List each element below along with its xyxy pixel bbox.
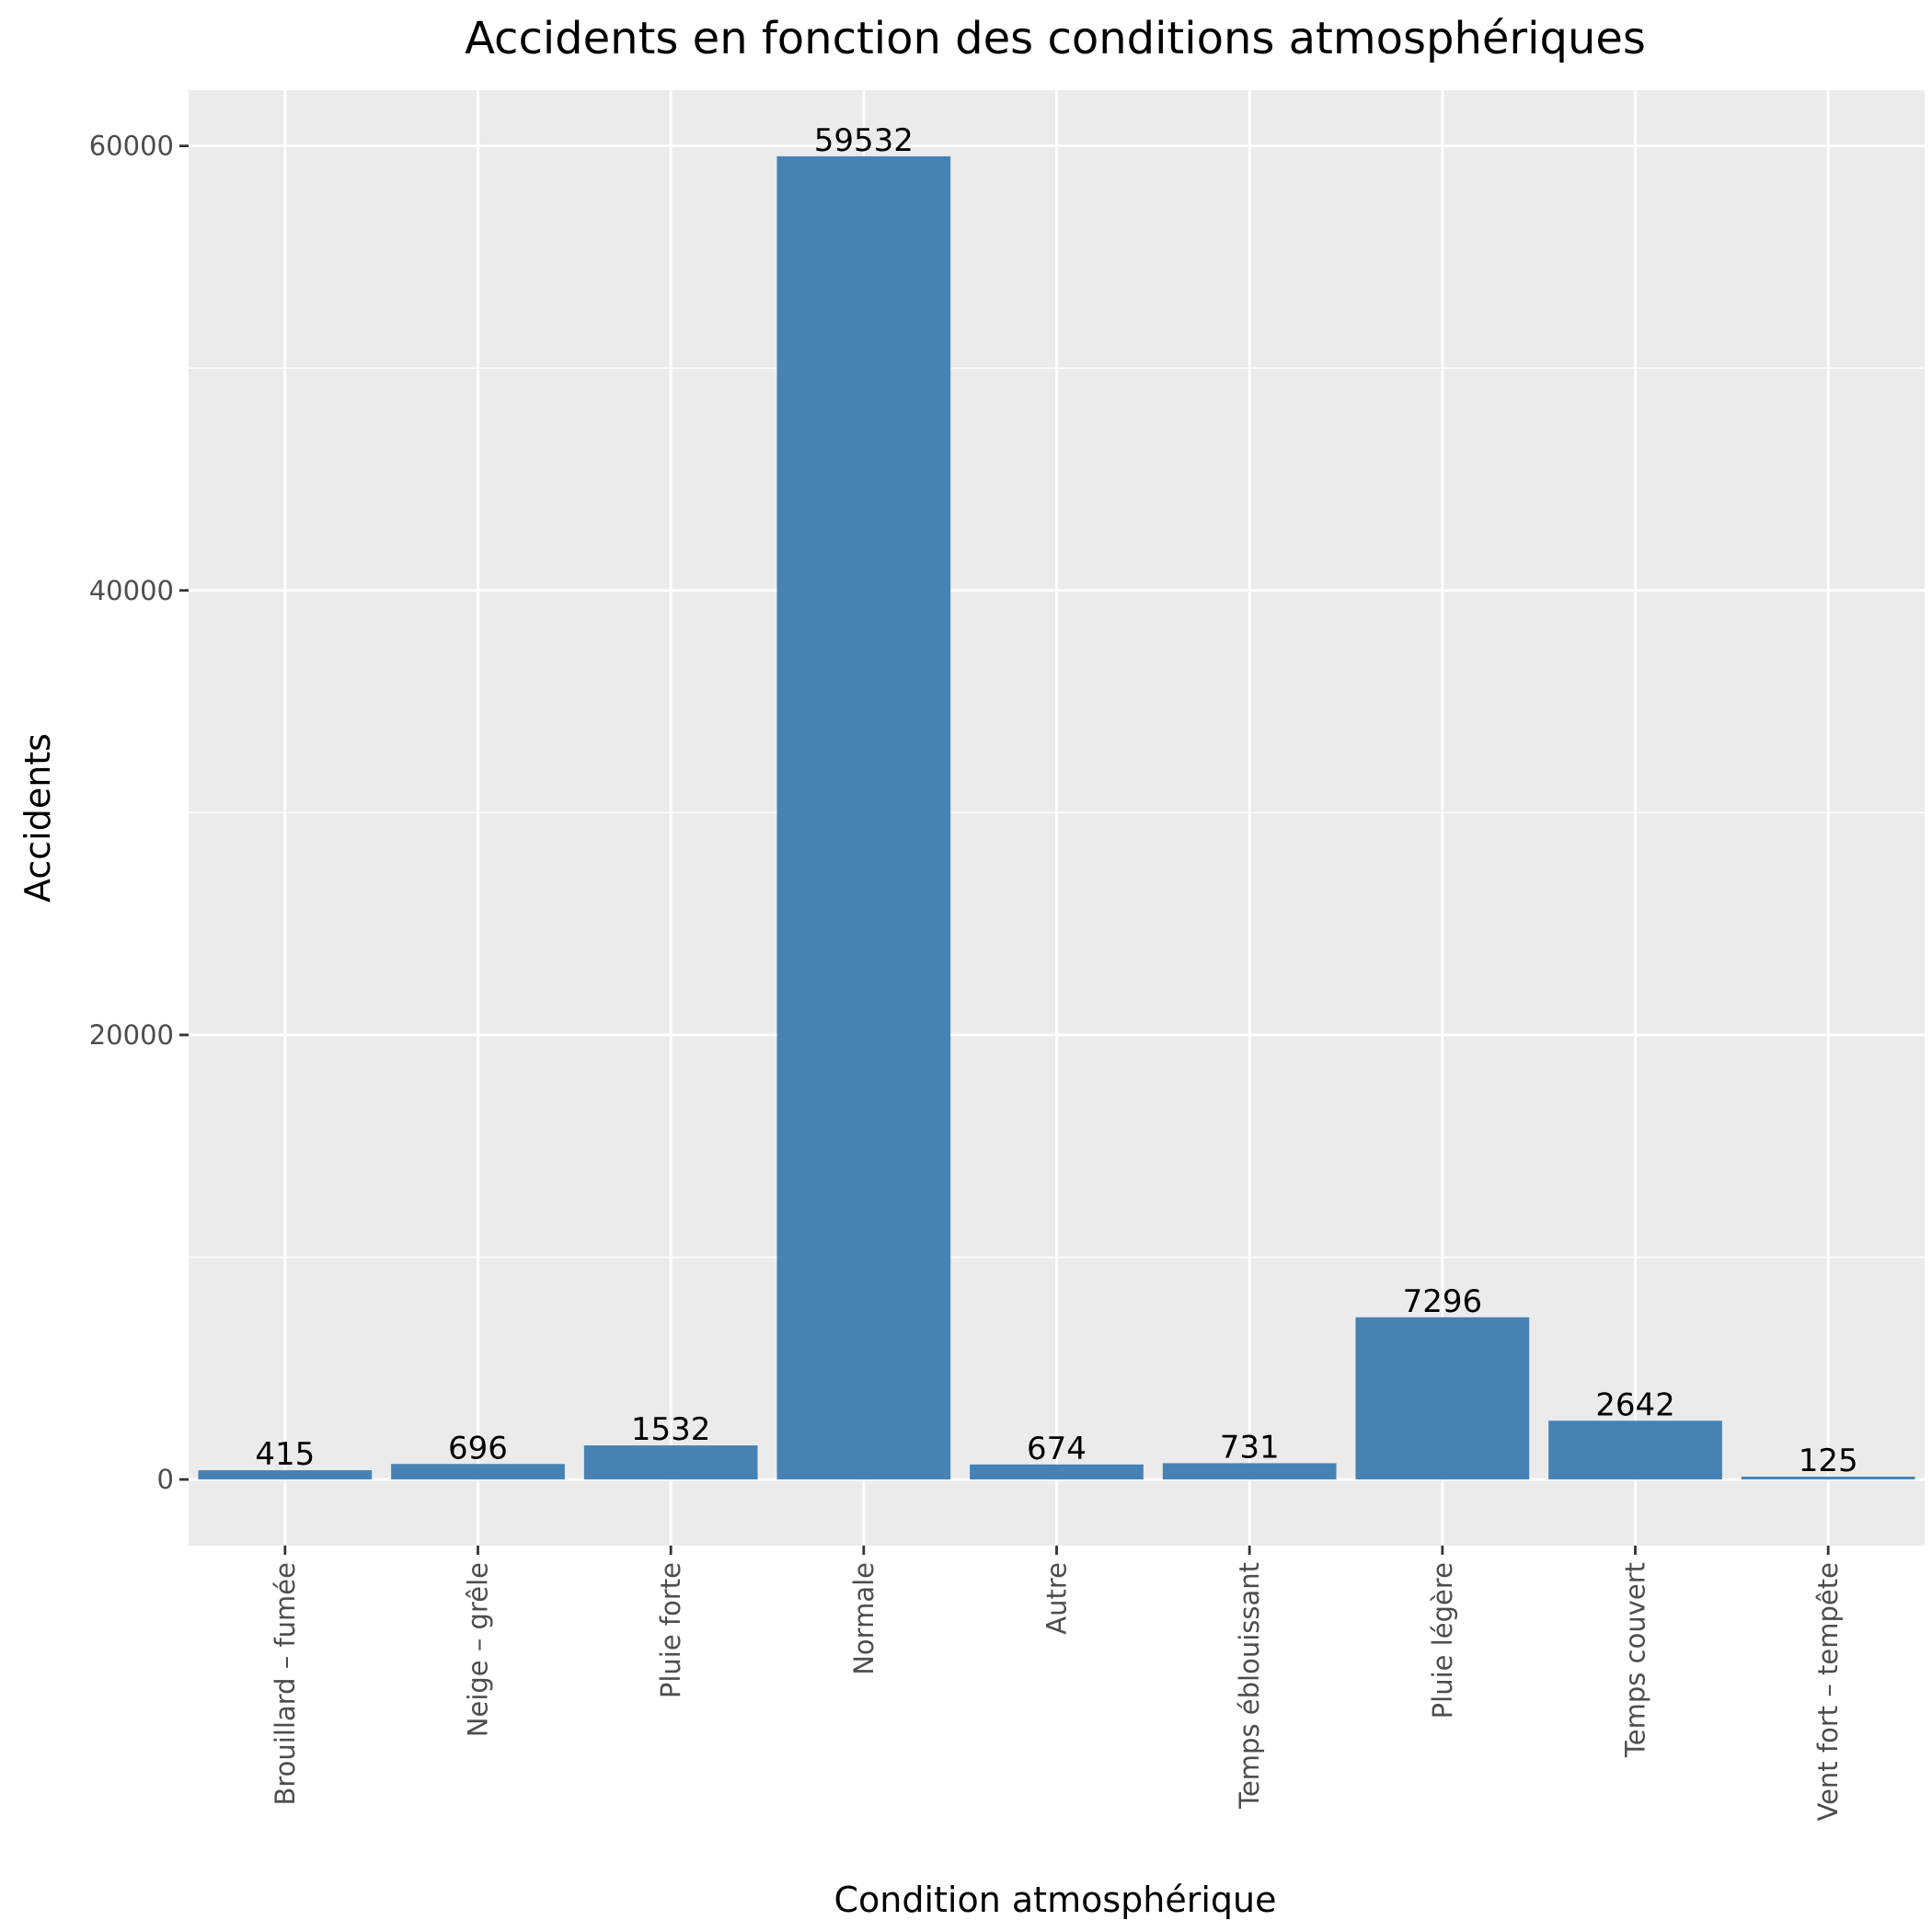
bar-data-label: 1532 [631,1411,711,1448]
y-tick-label: 0 [157,1464,174,1495]
bar [970,1464,1144,1480]
x-tick-label: Neige – grêle [463,1562,494,1737]
x-tick-label: Temps couvert [1620,1562,1651,1758]
bar [1741,1477,1915,1480]
y-axis: 0 20000 40000 60000 [89,131,189,1495]
bar-data-label: 674 [1027,1431,1087,1467]
x-tick-label: Brouillard – fumée [270,1562,301,1806]
y-tick-label: 60000 [89,131,174,162]
bar [391,1464,565,1480]
bar [776,155,951,1480]
y-axis-title: Accidents [17,733,58,903]
bar [1355,1317,1530,1480]
chart-title: Accidents en fonction des conditions atm… [465,13,1646,64]
bar [1548,1420,1722,1480]
x-tick-label: Pluie forte [655,1562,686,1698]
bar [583,1445,758,1480]
bar [198,1470,373,1480]
x-axis-title: Condition atmosphérique [834,1880,1276,1920]
bar-data-label: 731 [1220,1429,1280,1466]
bar-data-label: 125 [1799,1443,1858,1479]
bar-data-label: 7296 [1403,1283,1483,1320]
bar-data-label: 415 [255,1436,315,1473]
x-axis: Brouillard – fumée Neige – grêle Pluie for… [270,1546,1844,1822]
bar-data-label: 2642 [1595,1386,1675,1423]
bar-label-layer: 415 696 1532 59532 674 731 7296 2642 125 [255,122,1857,1479]
bar-data-label: 696 [448,1430,508,1466]
x-tick-label: Autre [1041,1562,1073,1635]
x-tick-label: Vent fort – tempête [1812,1562,1844,1822]
x-tick-label: Pluie légère [1427,1562,1458,1719]
bar [1162,1463,1337,1480]
bar-data-label: 59532 [814,122,914,159]
y-tick-label: 20000 [89,1019,174,1051]
x-tick-label: Temps éblouissant [1234,1562,1265,1810]
y-tick-label: 40000 [89,575,174,606]
bar-layer [198,155,1915,1480]
x-tick-label: Normale [848,1562,880,1675]
